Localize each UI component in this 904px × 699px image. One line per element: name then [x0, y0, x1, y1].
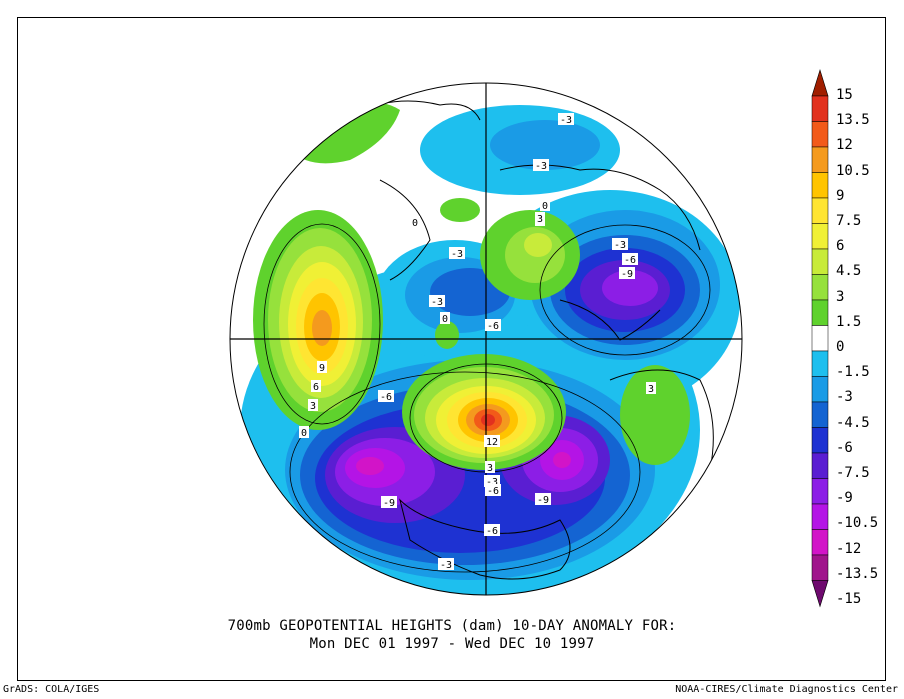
contour-label: -6 [624, 255, 636, 266]
contour-label: -9 [537, 495, 549, 506]
contour-label: -3 [431, 297, 443, 308]
colorbar-label: -9 [836, 490, 853, 507]
map-title-line2: Mon DEC 01 1997 - Wed DEC 10 1997 [309, 636, 595, 652]
map-disk [230, 83, 742, 595]
colorbar-swatch [811, 529, 829, 556]
contour-label: 12 [486, 437, 498, 448]
colorbar-swatch [811, 325, 829, 352]
contour-label: -6 [487, 321, 499, 332]
contour-label: 3 [310, 401, 316, 412]
contour-label: -3 [486, 477, 498, 488]
colorbar-swatch [811, 427, 829, 454]
colorbar-label: 15 [836, 87, 853, 103]
contour-labels: -3-3300-3-3-6-9-3-609630-63123-3-6-9-9-6… [299, 113, 656, 571]
colorbar-label: 4.5 [836, 263, 862, 280]
contour-label: -3 [440, 560, 452, 571]
colorbar-swatch [811, 350, 829, 377]
colorbar-swatch [811, 478, 829, 505]
colorbar-label: -6 [836, 439, 853, 456]
colorbar-swatch [811, 452, 829, 479]
colorbar-label: 9 [836, 187, 845, 204]
colorbar-swatch [811, 503, 829, 530]
colorbar-label: 12 [836, 137, 853, 154]
colorbar-label: -13.5 [836, 565, 879, 582]
contour-label: -3 [535, 161, 547, 172]
contour-label: 9 [319, 363, 325, 374]
contour-label: -3 [451, 249, 463, 260]
colorbar-label: 0 [836, 339, 845, 355]
colorbar-label: 1.5 [836, 313, 862, 330]
contour-label: 0 [412, 218, 418, 229]
contour-label: 3 [487, 463, 493, 474]
colorbar-label: 10.5 [836, 162, 870, 179]
colorbar-label: -4.5 [836, 414, 870, 431]
colorbar-label: -3 [836, 389, 853, 406]
colorbar-swatch [811, 121, 829, 148]
colorbar [811, 68, 829, 608]
contour-label: 0 [301, 428, 307, 439]
colorbar-label: -15 [836, 591, 862, 607]
colorbar-arrow-top [811, 68, 829, 97]
contour-label: -9 [383, 498, 395, 509]
colorbar-swatch [811, 146, 829, 173]
colorbar-label: -12 [836, 540, 862, 557]
colorbar-label: -10.5 [836, 515, 879, 532]
colorbar-swatch [811, 223, 829, 250]
colorbar-swatch [811, 95, 829, 122]
colorbar-swatch [811, 554, 829, 581]
colorbar-label: 7.5 [836, 213, 862, 229]
colorbar-label: 13.5 [836, 112, 870, 129]
colorbar-swatch [811, 274, 829, 301]
contour-label: -6 [486, 526, 498, 537]
footer-credit-left: GrADS: COLA/IGES [3, 684, 100, 695]
colorbar-label: -1.5 [836, 364, 870, 381]
contour-label: -3 [614, 240, 626, 251]
contour-label: -9 [621, 269, 633, 280]
colorbar-label: -7.5 [836, 465, 870, 481]
colorbar-label: 6 [836, 238, 845, 255]
contour-label: -3 [560, 115, 572, 126]
plot-frame [17, 17, 886, 681]
colorbar-swatch [811, 401, 829, 428]
colorbar-swatch [811, 172, 829, 199]
footer-credit-right: NOAA-CIRES/Climate Diagnostics Center [675, 684, 898, 695]
colorbar-swatch [811, 248, 829, 275]
contour-label: 0 [442, 314, 448, 325]
contour-label: 0 [542, 201, 548, 212]
contour-label: -6 [487, 486, 499, 497]
contour-label: 3 [648, 384, 654, 395]
colorbar-swatch [811, 299, 829, 326]
colorbar-swatch [811, 197, 829, 224]
contour-label: 3 [537, 214, 543, 225]
colorbar-swatch [811, 376, 829, 403]
colorbar-arrow-bottom [811, 580, 829, 608]
contour-label: 6 [313, 382, 319, 393]
colorbar-label: 3 [836, 288, 845, 305]
map-title-line1: 700mb GEOPOTENTIAL HEIGHTS (dam) 10-DAY … [227, 618, 677, 634]
contour-label: -6 [380, 392, 392, 403]
